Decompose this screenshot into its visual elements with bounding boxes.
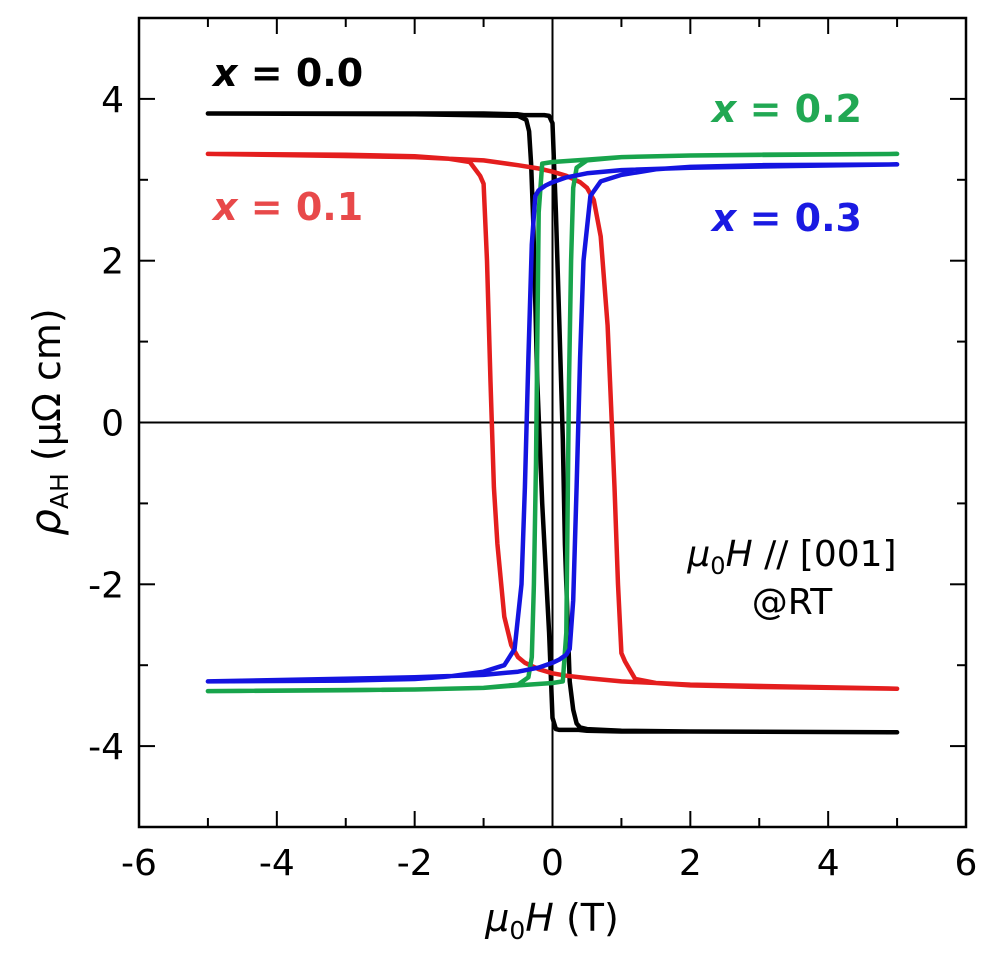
series-label-x01: x = 0.1 [211,185,363,229]
series-label-x03: x = 0.3 [710,196,862,240]
y-tick-label: -4 [88,727,124,768]
x-tick-label: 2 [679,843,702,884]
annotation-mu-sub: 0 [710,552,725,580]
series-label-x01-var: x [211,185,239,229]
y-axis-label-sub: AH [45,473,74,509]
x-axis-label-sub: 0 [509,916,525,945]
y-axis-label-unit: (μΩ cm) [25,308,69,473]
x-tick-label: 0 [541,843,564,884]
series-label-x00: x = 0.0 [211,51,363,95]
series-label-x02-rest: = 0.2 [736,87,862,131]
series-line-3 [205,162,900,684]
axis-ticks [138,17,967,828]
annotation-direction: // [001] [753,534,897,575]
y-tick-label: 0 [101,404,124,445]
annotation-mu: μ [686,534,710,575]
x-tick-label: -6 [121,843,157,884]
series-label-x03-rest: = 0.3 [736,196,862,240]
series-line-0 [205,111,900,735]
tick-labels: -6 -4 -2 0 2 4 6 -4 -2 0 2 4 [88,80,977,884]
series-label-x03-var: x [710,196,738,240]
series-label-x01-rest: = 0.1 [238,185,364,229]
series-label-x02-var: x [710,87,738,131]
y-tick-label: -2 [88,565,124,606]
x-tick-label: 6 [955,843,978,884]
series-label-x00-rest: = 0.0 [238,51,364,95]
x-axis-label: μ0H (T) [484,896,619,945]
y-axis-label-rho: ρ [21,509,70,536]
x-axis-label-unit: (T) [554,896,619,940]
series-group [205,111,900,735]
y-axis-label: ρAH (μΩ cm) [21,308,74,536]
annotation-field-direction: μ0H // [001] [686,534,896,580]
x-axis-label-var: H [525,896,554,940]
annotation-temperature: @RT [752,582,833,623]
x-axis-label-mu: μ [484,896,509,940]
x-tick-label: -2 [397,843,433,884]
series-label-x00-var: x [211,51,239,95]
annotation-h: H [726,534,753,575]
y-tick-label: 4 [101,80,124,121]
series-label-x02: x = 0.2 [710,87,862,131]
x-tick-label: 4 [817,843,840,884]
x-tick-label: -4 [259,843,295,884]
y-tick-label: 2 [101,242,124,283]
